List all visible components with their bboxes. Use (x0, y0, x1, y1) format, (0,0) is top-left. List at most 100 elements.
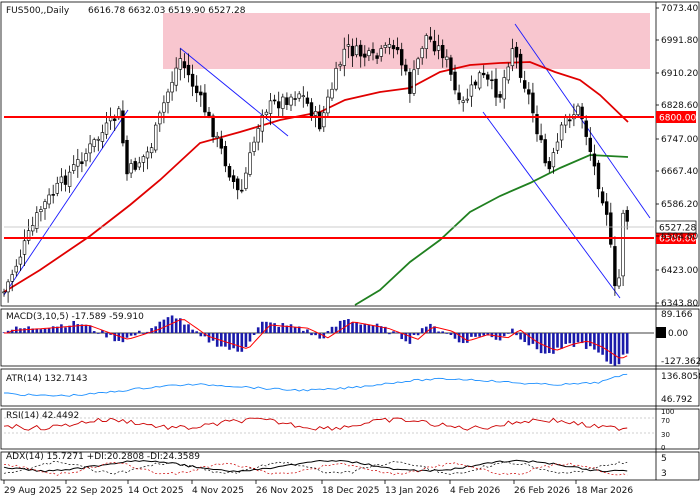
candle-body (268, 100, 273, 114)
macd-bar (568, 333, 572, 344)
candle-body (592, 153, 597, 167)
macd-bar (523, 333, 526, 343)
macd-panel[interactable]: MACD(3,10,5) -17.589 -59.910 (2, 312, 654, 366)
macd-bar (564, 333, 567, 344)
macd-bar (244, 333, 248, 348)
adx-panel[interactable]: ADX(14) 15.7271 +DI:20.2808 -DI:24.3589 (3, 452, 628, 476)
time-tick-label: 13 Jan 2026 (385, 486, 439, 496)
candle-body (215, 135, 219, 139)
macd-bar (88, 325, 92, 333)
candle-body (576, 105, 580, 115)
macd-bar (285, 325, 289, 333)
macd-bar (580, 333, 584, 344)
candle-body (305, 97, 310, 104)
macd-bar (384, 326, 387, 333)
candle-body (338, 64, 342, 67)
candle-body (453, 71, 457, 91)
macd-bar (482, 333, 485, 336)
macd-bar (478, 333, 481, 337)
candle-body (535, 114, 539, 135)
time-axis: 29 Aug 2025 22 Sep 2025 14 Oct 2025 4 Nov 2… (3, 480, 633, 496)
macd-bar (187, 324, 190, 333)
rsi-tick-label: 100 (661, 408, 674, 416)
candle-body (223, 146, 228, 167)
adx-tick-label: 3 (661, 469, 667, 479)
candle-body (399, 49, 404, 66)
candle-body (178, 58, 182, 70)
candle-body (375, 55, 379, 59)
candle-body (551, 152, 556, 168)
candle-body (76, 159, 80, 167)
macd-bar (183, 324, 186, 333)
fast-ma-line (3, 61, 629, 293)
channel-line (482, 111, 621, 299)
macd-bar (19, 328, 22, 333)
macd-bar (199, 333, 203, 337)
macd-bar (203, 333, 207, 337)
di-minus-polyline (3, 462, 628, 476)
macd-bar (174, 318, 178, 333)
candle-body (539, 135, 543, 141)
macd-bar (117, 333, 121, 341)
macd-bar (252, 333, 256, 335)
macd-bar (289, 324, 293, 333)
candle-body (26, 230, 31, 241)
candle-body (445, 56, 449, 60)
candle-body (547, 161, 552, 170)
macd-bar (392, 331, 395, 333)
macd-bar (379, 326, 383, 333)
panel-frame (0, 451, 700, 481)
price-tick-label: 7073.40 (661, 4, 698, 14)
rsi-line (3, 417, 628, 431)
support-level-tag (656, 232, 696, 244)
macd-bar (548, 333, 551, 354)
time-tick-label: 18 Mar 2026 (576, 486, 633, 496)
macd-bar (56, 326, 59, 333)
rsi-panel[interactable]: RSI(14) 42.4492 (3, 411, 654, 434)
candle-body (141, 156, 146, 163)
candle-body (518, 53, 523, 78)
candle-body (59, 176, 64, 184)
macd-bar (146, 331, 149, 333)
macd-bar (437, 331, 440, 333)
channel-line (514, 23, 651, 219)
candle-body (252, 141, 256, 152)
candle-body (436, 45, 441, 51)
candle-body (481, 72, 486, 76)
macd-bar (39, 329, 43, 333)
candle-body (211, 115, 215, 138)
candle-body (514, 46, 519, 58)
price-tick-label: 6586.20 (661, 200, 698, 210)
macd-bar (51, 326, 55, 333)
candle-body (285, 97, 289, 105)
candle-body (609, 212, 613, 245)
candle-body (432, 40, 437, 52)
candle-body (39, 209, 43, 212)
price-tick-label: 6504.60 (661, 232, 698, 242)
candle-body (342, 48, 346, 66)
macd-bar (133, 333, 137, 336)
candle-body (203, 92, 207, 113)
macd-bar (318, 333, 321, 339)
time-tick-label: 4 Feb 2026 (450, 486, 501, 496)
macd-bar (560, 333, 563, 349)
macd-bar (195, 331, 198, 333)
macd-bar (142, 333, 145, 334)
macd-bar (43, 328, 47, 333)
candle-body (498, 94, 502, 98)
macd-bar (355, 321, 358, 333)
macd-bar (445, 333, 449, 334)
macd-bar (543, 333, 547, 354)
macd-bar (297, 326, 301, 333)
candle-body (55, 182, 60, 194)
slow-ma-line (354, 154, 629, 306)
panel-frame (0, 368, 700, 407)
candle-body (92, 139, 96, 147)
macd-bar (248, 333, 252, 342)
candle-body (22, 240, 27, 255)
atr-panel[interactable]: ATR(14) 132.7143 (4, 373, 628, 397)
candle-body (248, 152, 252, 175)
